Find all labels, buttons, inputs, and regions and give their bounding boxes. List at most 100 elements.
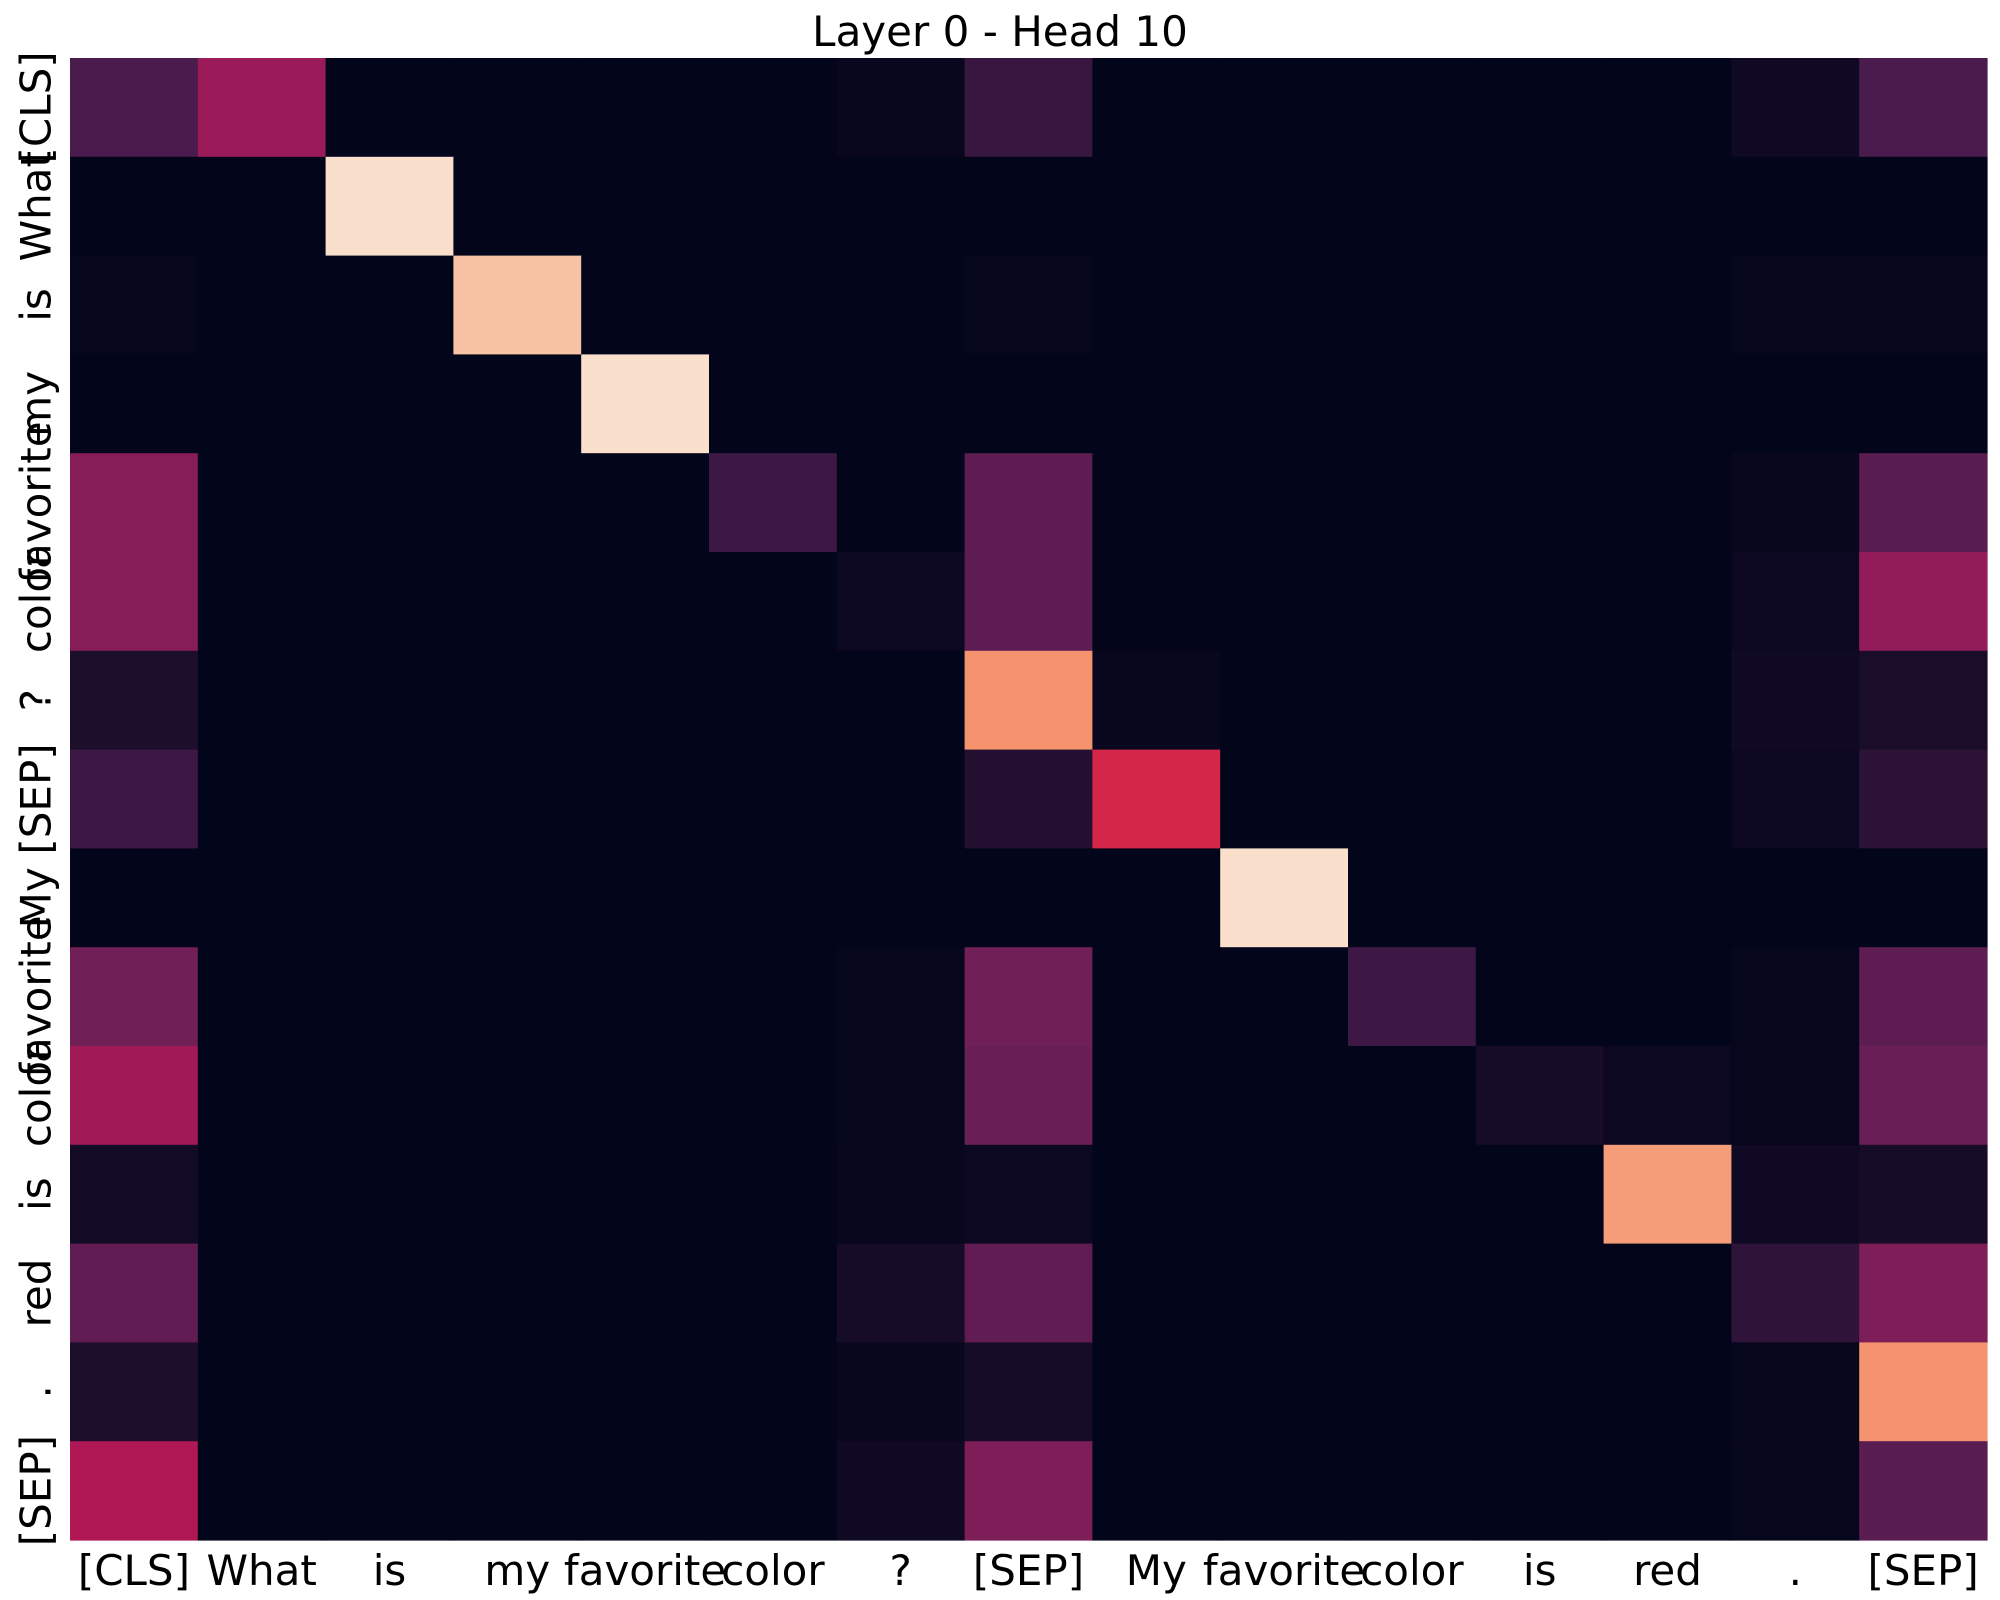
heatmap-cell [964,650,1093,751]
heatmap-cell [709,650,838,751]
heatmap-cell [1092,947,1221,1047]
heatmap-cell [1092,1441,1221,1541]
heatmap-cell [581,453,710,553]
x-tick-label: [SEP] [1867,1546,1978,1595]
heatmap-cell [1603,650,1732,751]
heatmap-cell [1859,58,1988,158]
heatmap-cell [1731,749,1860,849]
heatmap-cell [70,947,199,1047]
heatmap-cell [709,749,838,849]
x-tick-label: is [1523,1546,1557,1595]
heatmap-cell [964,947,1093,1047]
heatmap-cell [581,156,710,257]
heatmap-cell [1475,848,1605,948]
x-tick-label: My [1126,1546,1187,1595]
heatmap-cell [709,1243,838,1343]
heatmap-cell [1092,749,1221,849]
heatmap-cell [1475,156,1605,257]
heatmap-cell [1859,650,1988,751]
heatmap-cell [325,1441,454,1541]
heatmap-cell [836,848,966,948]
heatmap-cell [453,848,582,948]
heatmap-cell [1859,1144,1988,1245]
heatmap-cell [1220,749,1349,849]
heatmap-cell [964,552,1093,652]
heatmap-cell [709,1144,838,1245]
heatmap-cell [1348,947,1477,1047]
heatmap-cell [453,749,582,849]
heatmap-cell [1475,58,1605,158]
heatmap-cell [709,255,838,355]
x-tick-label: red [1633,1546,1702,1595]
heatmap-cell [197,1144,327,1245]
heatmap-cell [70,1243,199,1343]
heatmap-cell [1731,947,1860,1047]
heatmap-cell [453,156,582,257]
heatmap-cell [70,58,199,158]
heatmap-cell [1348,58,1477,158]
heatmap-cell [1475,947,1605,1047]
heatmap-cell [1731,156,1860,257]
y-tick-label: [SEP] [12,1435,61,1546]
heatmap-cell [1603,354,1732,454]
heatmap-cell [1220,1046,1349,1146]
heatmap-cell [836,1342,966,1442]
heatmap-cell [709,848,838,948]
y-tick-label: is [12,288,61,322]
heatmap-cell [581,1243,710,1343]
heatmap-cell [1348,1441,1477,1541]
heatmap-cell [1475,1441,1605,1541]
heatmap-cell [70,1046,199,1146]
heatmap-cell [197,58,327,158]
heatmap-cell [453,1046,582,1146]
y-tick-label: color [12,1043,61,1147]
heatmap-cell [197,552,327,652]
heatmap-cell [964,156,1093,257]
heatmap-cell [70,354,199,454]
heatmap-cell [1220,156,1349,257]
heatmap-cell [1475,552,1605,652]
heatmap-cell [1092,58,1221,158]
heatmap-cell [197,255,327,355]
heatmap-cell [1731,1046,1860,1146]
heatmap-cell [836,354,966,454]
heatmap-cell [197,453,327,553]
y-tick-label: [CLS] [12,51,61,163]
heatmap-cell [70,453,199,553]
heatmap-cell [1348,1243,1477,1343]
heatmap-cell [964,1144,1093,1245]
heatmap-cell [1220,58,1349,158]
heatmap-cell [964,255,1093,355]
x-tick-label: [CLS] [78,1546,190,1595]
heatmap-cell [1348,552,1477,652]
x-tick-label: color [1360,1546,1464,1595]
heatmap-cell [1603,453,1732,553]
heatmap-cell [709,354,838,454]
heatmap-cell [1859,1441,1988,1541]
heatmap-cell [836,947,966,1047]
heatmap-cell [964,749,1093,849]
heatmap-cell [70,1342,199,1442]
heatmap-cell [836,1441,966,1541]
heatmap-cell [1603,58,1732,158]
x-tick-label: ? [890,1546,912,1595]
y-tick-label: red [12,1259,61,1328]
heatmap-cell [836,156,966,257]
heatmap-cell [581,650,710,751]
y-tick-label: What [12,151,61,261]
heatmap-cell [1731,354,1860,454]
heatmap-cell [1092,255,1221,355]
heatmap-cell [1731,650,1860,751]
heatmap-cell [453,354,582,454]
heatmap-cell [709,947,838,1047]
heatmap-cell [1475,650,1605,751]
heatmap-cell [453,1243,582,1343]
heatmap-cell [1092,453,1221,553]
heatmap-cell [70,1144,199,1245]
heatmap-cell [1348,749,1477,849]
heatmap-cell [836,552,966,652]
heatmap-cell [836,1144,966,1245]
heatmap-cell [581,848,710,948]
heatmap-cell [836,650,966,751]
